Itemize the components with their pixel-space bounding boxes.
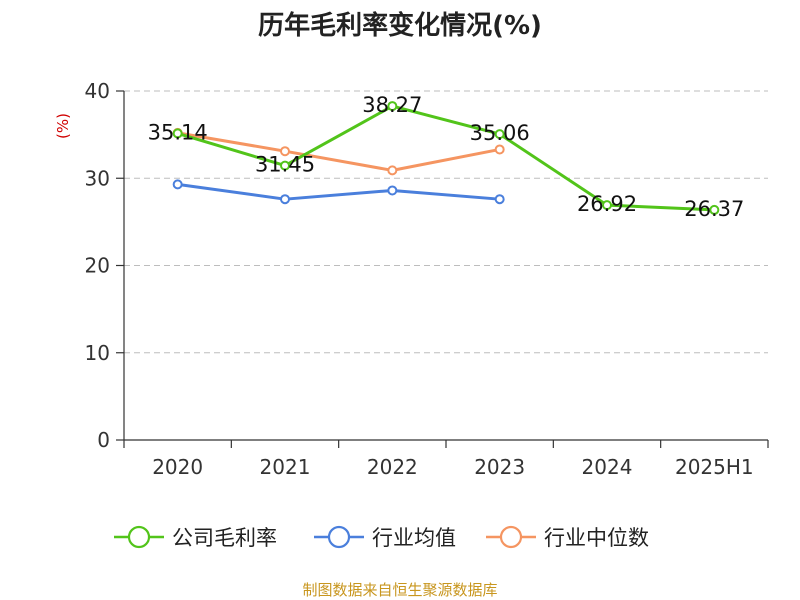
y-tick-label: 10 xyxy=(85,341,110,365)
data-point xyxy=(280,160,290,171)
axes xyxy=(116,90,769,448)
y-tick-label: 30 xyxy=(85,166,110,190)
data-label: 35.06 xyxy=(470,121,530,145)
data-point xyxy=(494,144,505,155)
data-label: 38.27 xyxy=(362,93,422,117)
data-labels: 35.14 31.45 38.27 35.06 26.92 26.37 xyxy=(148,93,745,221)
x-tick-label: 2025H1 xyxy=(675,455,754,479)
chart-title: 历年毛利率变化情况(%) xyxy=(258,10,542,41)
legend-swatch-marker xyxy=(127,525,151,549)
y-axis-label: (%) xyxy=(54,113,72,139)
grid-lines xyxy=(124,90,768,354)
data-label: 35.14 xyxy=(148,120,208,144)
x-tick-label: 2022 xyxy=(367,455,418,479)
data-point xyxy=(172,128,183,139)
data-label: 31.45 xyxy=(255,153,315,177)
data-point xyxy=(387,101,398,112)
x-tick-label: 2024 xyxy=(582,455,633,479)
source-note: 制图数据来自恒生聚源数据库 xyxy=(302,581,497,599)
x-tick-label: 2020 xyxy=(152,455,203,479)
x-tick-labels: 2020 2021 2022 2023 2024 2025H1 xyxy=(152,455,753,479)
data-point xyxy=(280,146,290,157)
legend-swatch-marker xyxy=(327,525,351,549)
data-label: 26.92 xyxy=(577,192,637,216)
data-point xyxy=(172,179,183,190)
legend-swatch-marker xyxy=(499,525,523,549)
legend: 公司毛利率 行业均值 行业中位数 xyxy=(114,525,649,550)
data-point xyxy=(494,129,505,140)
x-tick-label: 2023 xyxy=(474,455,525,479)
data-point xyxy=(280,194,290,205)
series-line xyxy=(177,104,715,212)
legend-label: 行业中位数 xyxy=(544,526,649,550)
y-tick-label: 20 xyxy=(85,254,110,278)
series-lines xyxy=(172,101,720,215)
data-point xyxy=(709,204,720,215)
data-label: 26.37 xyxy=(684,197,744,221)
legend-label: 公司毛利率 xyxy=(172,526,277,550)
legend-label: 行业均值 xyxy=(372,526,456,550)
x-tick-label: 2021 xyxy=(260,455,311,479)
data-point xyxy=(387,165,398,176)
data-point xyxy=(387,185,398,196)
series-line xyxy=(177,131,500,172)
y-tick-labels: 0 10 20 30 40 xyxy=(85,79,110,452)
data-point xyxy=(602,200,612,211)
data-point xyxy=(494,194,505,205)
y-tick-label: 0 xyxy=(97,428,110,452)
y-tick-label: 40 xyxy=(85,79,110,103)
series-line xyxy=(177,182,500,201)
